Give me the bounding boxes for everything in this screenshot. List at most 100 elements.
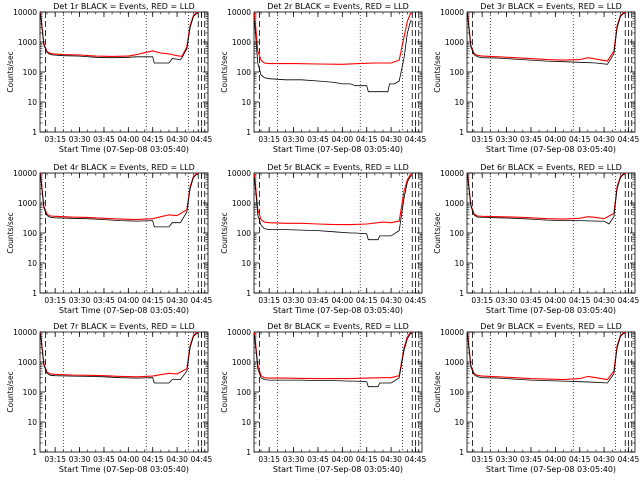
x-axis-label: Start Time (07-Sep-08 03:05:40) [59, 145, 189, 154]
plot-frame [253, 331, 423, 453]
x-tick-label: 03:45 [307, 296, 329, 305]
x-tick-label: 03:30 [69, 296, 91, 305]
y-tick-label: 100 [450, 229, 465, 238]
y-tick-label: 100 [23, 388, 38, 397]
y-tick-label: 10 [27, 259, 37, 268]
x-axis-label: Start Time (07-Sep-08 03:05:40) [59, 465, 189, 474]
y-tick-label: 10000 [227, 8, 251, 17]
y-tick-label: 100 [237, 388, 252, 397]
y-tick-label: 100 [23, 68, 38, 77]
y-tick-label: 10 [27, 418, 37, 427]
chart-title: Det 7r BLACK = Events, RED = LLD [53, 322, 195, 331]
x-tick-label: 04:45 [191, 455, 213, 464]
y-tick-label: 10 [241, 418, 251, 427]
y-tick-label: 10000 [227, 169, 251, 178]
x-tick-label: 03:45 [520, 296, 542, 305]
chart-title: Det 5r BLACK = Events, RED = LLD [267, 163, 409, 172]
x-tick-label: 04:00 [118, 455, 140, 464]
x-tick-label: 03:30 [69, 455, 91, 464]
y-tick-label: 10 [241, 259, 251, 268]
x-tick-label: 03:45 [307, 135, 329, 144]
x-tick-label: 04:00 [332, 455, 354, 464]
x-tick-label: 03:45 [93, 135, 115, 144]
x-tick-label: 04:45 [618, 296, 640, 305]
y-tick-label: 1000 [18, 199, 37, 208]
x-tick-label: 04:30 [380, 296, 402, 305]
y-axis-label: Counts/sec [6, 212, 15, 253]
series-events-line [254, 175, 413, 241]
y-tick-label: 10000 [440, 328, 464, 337]
y-axis-label: Counts/sec [6, 371, 15, 412]
y-tick-label: 1000 [445, 38, 464, 47]
y-tick-label: 10000 [13, 169, 37, 178]
y-tick-label: 100 [237, 68, 252, 77]
y-tick-label: 1 [246, 128, 251, 137]
chart-title: Det 3r BLACK = Events, RED = LLD [480, 2, 622, 11]
y-tick-label: 1 [459, 448, 464, 457]
panel-det-1: Det 1r BLACK = Events, RED = LLD 1 10 100 10… [6, 2, 213, 154]
series-lld-line [40, 332, 199, 378]
x-axis-label: Start Time (07-Sep-08 03:05:40) [273, 465, 403, 474]
chart-title: Det 6r BLACK = Events, RED = LLD [480, 163, 622, 172]
x-tick-label: 04:30 [166, 296, 188, 305]
x-tick-label: 03:15 [471, 455, 493, 464]
series-lld-line [254, 12, 413, 65]
series-lld-line [254, 332, 413, 380]
y-axis-label: Counts/sec [433, 51, 442, 92]
plot-frame [253, 11, 423, 133]
panel-det-6: Det 6r BLACK = Events, RED = LLD 1 10 100 10… [433, 163, 640, 315]
y-tick-label: 10000 [440, 169, 464, 178]
y-tick-label: 1 [459, 128, 464, 137]
series-lld-line [467, 173, 626, 220]
x-tick-label: 03:45 [93, 296, 115, 305]
chart-title: Det 4r BLACK = Events, RED = LLD [53, 163, 195, 172]
x-tick-label: 04:30 [593, 135, 615, 144]
y-tick-label: 10000 [13, 328, 37, 337]
series-events-line [40, 173, 199, 228]
x-axis-label: Start Time (07-Sep-08 03:05:40) [59, 306, 189, 315]
x-tick-label: 04:00 [332, 296, 354, 305]
x-tick-label: 04:00 [118, 296, 140, 305]
x-tick-label: 03:15 [44, 296, 66, 305]
series-lld-line [254, 173, 413, 226]
x-tick-label: 04:15 [142, 296, 164, 305]
chart-title: Det 1r BLACK = Events, RED = LLD [53, 2, 195, 11]
x-tick-label: 04:00 [332, 135, 354, 144]
x-tick-label: 03:30 [283, 296, 305, 305]
plot-frame [253, 172, 423, 294]
plot-frame [39, 331, 209, 453]
y-tick-label: 1 [32, 128, 37, 137]
x-tick-label: 03:15 [44, 455, 66, 464]
x-tick-label: 04:45 [405, 135, 427, 144]
y-tick-label: 1 [32, 448, 37, 457]
x-tick-label: 04:30 [380, 455, 402, 464]
x-tick-label: 04:15 [569, 135, 591, 144]
x-tick-label: 04:45 [618, 135, 640, 144]
y-tick-label: 10 [454, 259, 464, 268]
x-tick-label: 04:15 [569, 296, 591, 305]
y-tick-label: 10000 [440, 8, 464, 17]
x-tick-label: 03:30 [496, 296, 518, 305]
y-tick-label: 1000 [18, 358, 37, 367]
x-tick-label: 03:15 [258, 135, 280, 144]
y-tick-label: 1 [246, 448, 251, 457]
x-axis-label: Start Time (07-Sep-08 03:05:40) [273, 306, 403, 315]
x-tick-label: 04:15 [142, 455, 164, 464]
x-tick-label: 04:45 [405, 296, 427, 305]
series-lld-line [467, 12, 626, 62]
y-tick-label: 1 [32, 289, 37, 298]
x-tick-label: 04:45 [191, 135, 213, 144]
x-tick-label: 03:45 [520, 455, 542, 464]
y-tick-label: 1000 [232, 199, 251, 208]
x-tick-label: 03:15 [44, 135, 66, 144]
x-tick-label: 03:30 [69, 135, 91, 144]
y-tick-label: 1000 [445, 199, 464, 208]
series-events-line [467, 12, 626, 65]
y-tick-label: 10000 [13, 8, 37, 17]
chart-title: Det 2r BLACK = Events, RED = LLD [267, 2, 409, 11]
x-axis-label: Start Time (07-Sep-08 03:05:40) [486, 306, 616, 315]
y-tick-label: 1000 [232, 358, 251, 367]
x-tick-label: 04:00 [545, 455, 567, 464]
y-axis-label: Counts/sec [220, 51, 229, 92]
